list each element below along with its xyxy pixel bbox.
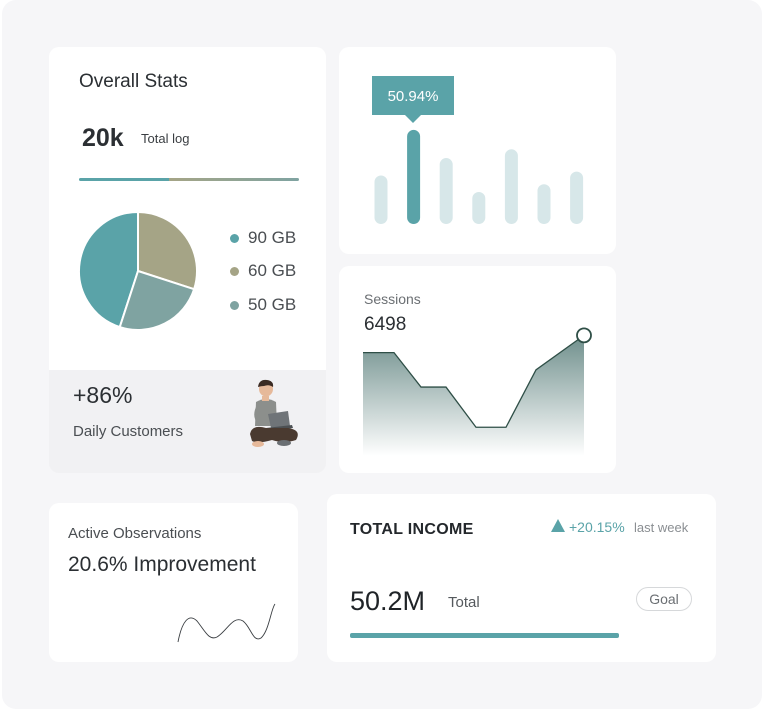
sessions-label: Sessions [364, 291, 421, 307]
legend-dot-teal [230, 233, 239, 243]
bar [439, 158, 453, 224]
bar [472, 191, 486, 224]
stats-progress-bar [79, 178, 299, 181]
total-log-value: 20k [82, 124, 124, 152]
legend-item-90gb: 90 GB [230, 228, 296, 248]
bar-chart-card: 50.94% [339, 47, 616, 254]
daily-customers-card: +86% Daily Customers [49, 370, 326, 473]
legend-dot-sage [230, 300, 239, 310]
tooltip-label: 50.94% [388, 88, 439, 105]
bar [537, 184, 551, 224]
pie-slice-60gb [137, 211, 198, 291]
legend-label: 50 GB [248, 295, 297, 314]
bar-tooltip: 50.94% [372, 76, 454, 123]
bar-highlighted [407, 129, 421, 224]
active-observations-card: Active Observations 20.6% Improvement [49, 503, 298, 662]
sessions-end-marker [576, 327, 592, 344]
total-income-card: TOTAL INCOME +20.15% last week 50.2M Tot… [327, 494, 716, 662]
stats-bar-segment-olive [169, 178, 299, 181]
sessions-value: 6498 [364, 314, 407, 335]
goal-button[interactable]: Goal [636, 587, 692, 611]
total-income-title: TOTAL INCOME [350, 521, 474, 538]
pie-slice-90gb [78, 211, 139, 329]
pie-slice-50gb [118, 269, 196, 331]
stats-bar-segment-teal [79, 178, 170, 181]
legend-label: 90 GB [248, 228, 297, 247]
income-trend-value: +20.15% [569, 519, 625, 535]
active-observations-value: 20.6% Improvement [68, 553, 256, 576]
legend-dot-olive [230, 266, 239, 276]
bar [570, 171, 584, 224]
overall-stats-card: Overall Stats 20k Total log 90 GB 60 GB … [49, 47, 326, 370]
income-trend-period: last week [634, 520, 689, 535]
tooltip-box [372, 76, 454, 115]
total-log-label: Total log [141, 131, 190, 146]
income-progress-bar [350, 633, 619, 638]
overall-stats-title: Overall Stats [79, 71, 188, 92]
squiggle-sparkline [177, 603, 276, 643]
person-with-laptop-illustration [250, 379, 298, 447]
sessions-area-fill [363, 335, 584, 456]
bar [504, 149, 518, 224]
sessions-card: Sessions 6498 [339, 266, 616, 473]
tooltip-pointer [405, 115, 421, 123]
bar [374, 175, 388, 224]
total-income-value: 50.2M [350, 586, 426, 616]
bars-group [374, 129, 584, 224]
total-income-sublabel: Total [448, 594, 480, 611]
vertical-bar-chart: 50.94% [372, 76, 584, 224]
daily-customers-label: Daily Customers [73, 423, 184, 440]
legend-label: 60 GB [248, 261, 297, 280]
sessions-area-chart [363, 327, 592, 456]
sparkline-path [177, 603, 276, 643]
active-observations-label: Active Observations [68, 525, 202, 542]
daily-customers-value: +86% [73, 382, 133, 408]
triangle-up-icon [551, 519, 565, 532]
legend-item-50gb: 50 GB [230, 295, 296, 315]
storage-pie-chart [78, 211, 198, 331]
legend-item-60gb: 60 GB [230, 261, 296, 281]
sessions-line [363, 334, 585, 428]
